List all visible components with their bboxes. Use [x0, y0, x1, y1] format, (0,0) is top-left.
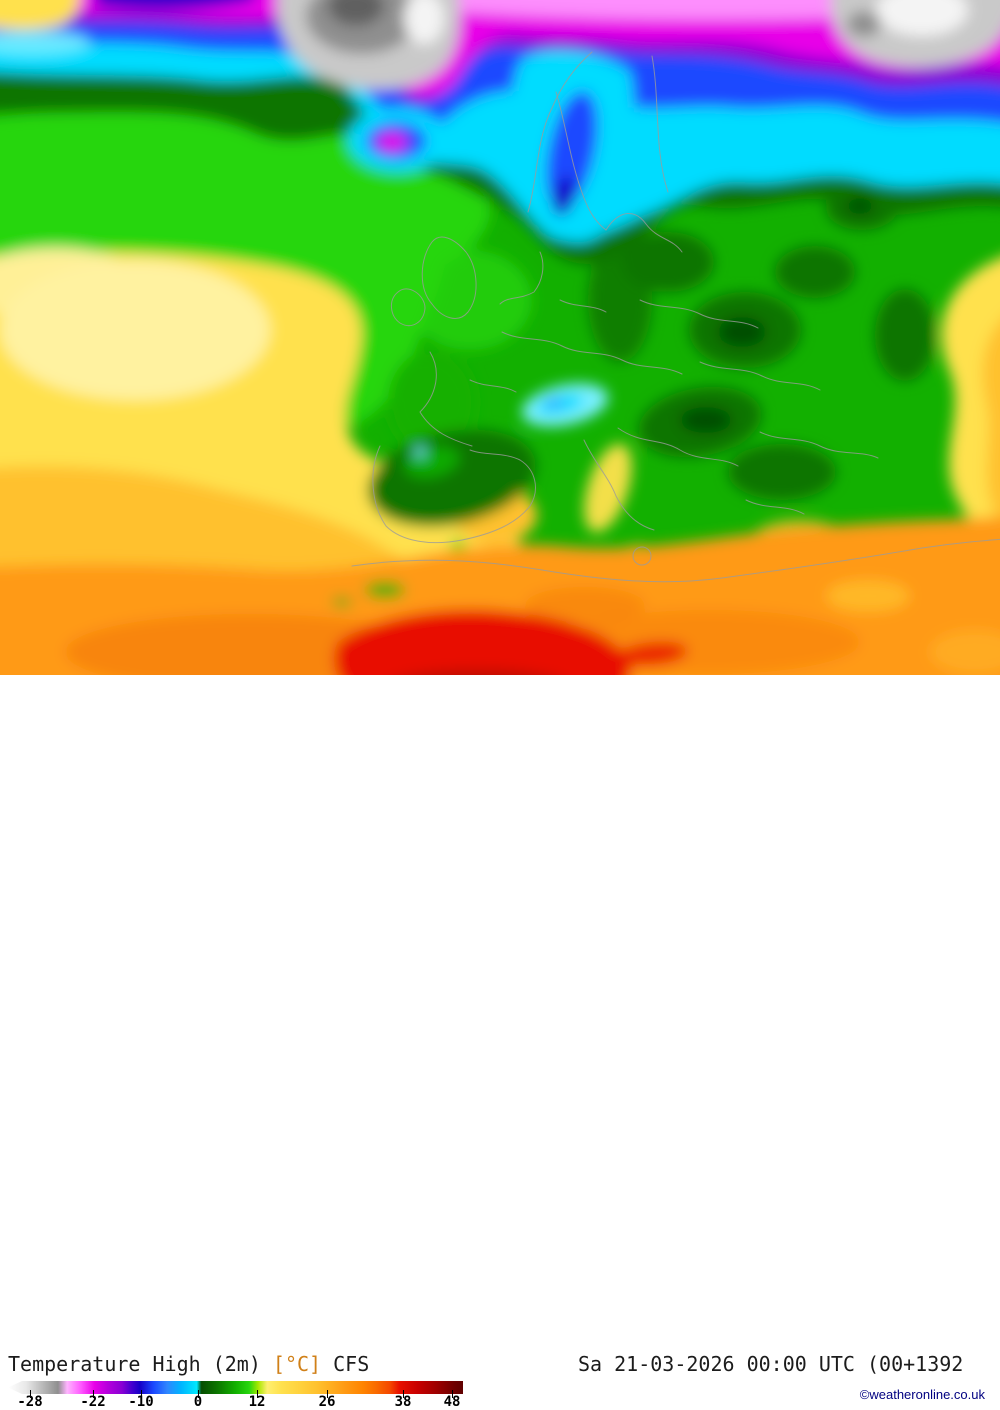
- legend-tick-label: 38: [394, 1394, 412, 1410]
- map-title-model: CFS: [333, 1352, 370, 1376]
- scandinavia-cold-patch: [509, 50, 635, 243]
- iberia-green-region: [368, 350, 536, 557]
- legend-tick-label: -28: [17, 1394, 43, 1410]
- polar-gray-blobs: [276, 0, 1000, 90]
- map-datetime: Sa 21-03-2026 00:00 UTC (00+1392: [578, 1352, 964, 1376]
- legend-tick-label: -22: [80, 1394, 106, 1410]
- map-title: Temperature High (2m) [°C] CFS: [8, 1352, 369, 1376]
- legend-tick-label: 0: [193, 1394, 203, 1410]
- alps-cold-spot: [521, 383, 609, 427]
- map-title-unit: [°C]: [272, 1352, 322, 1376]
- status-bar: Temperature High (2m) [°C] CFS Sa 21-03-…: [0, 675, 1000, 1410]
- legend-tick-label: -10: [128, 1394, 154, 1410]
- temperature-map: [0, 0, 1000, 675]
- east-edge-warm-band: [942, 258, 1000, 548]
- arctic-cold-bands: [0, 0, 1000, 241]
- country-borders: [351, 51, 1000, 583]
- legend-tick-label: 12: [248, 1394, 266, 1410]
- temperature-field-canvas: [0, 0, 1000, 675]
- atlantic-cold-spot: [348, 108, 448, 172]
- legend-tick-label: 48: [443, 1394, 461, 1410]
- legend-tick-label: 26: [318, 1394, 336, 1410]
- africa-hot-band: [0, 517, 1000, 675]
- temperature-legend: -28 -22 -10 0 12 26 38 48: [0, 1375, 500, 1410]
- copyright-link[interactable]: ©weatheronline.co.uk: [859, 1387, 985, 1402]
- temperature-field: [0, 0, 1000, 675]
- legend-gradient-bar: [8, 1381, 463, 1394]
- map-title-text: Temperature High (2m): [8, 1352, 261, 1376]
